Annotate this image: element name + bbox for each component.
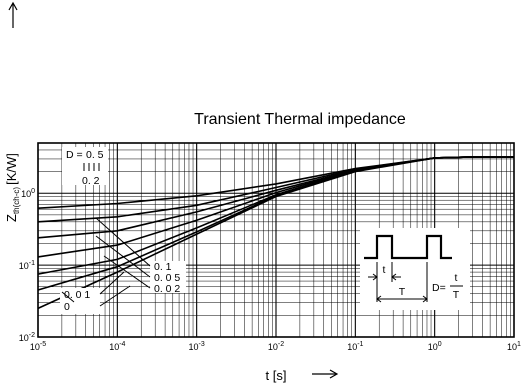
x-tick-label-base: 10 — [268, 342, 278, 352]
lower-left-label-backdrop — [60, 288, 100, 314]
duty-formula-denominator: T — [453, 289, 460, 301]
label-d-0.05: 0. 0 5 — [154, 272, 180, 284]
x-tick-label-exponent: 0 — [438, 341, 442, 348]
y-tick-label: 10-1 — [19, 260, 35, 271]
legend-label-backdrop — [62, 147, 108, 185]
plot-frame — [37, 142, 515, 338]
label-d-0.02: 0. 0 2 — [154, 283, 180, 295]
duty-formula-numerator: t — [455, 272, 458, 284]
series-line-d-0 — [37, 156, 514, 310]
lower-label-backdrop — [150, 261, 186, 293]
y-axis-symbol: Z — [4, 214, 19, 222]
duty-formula-lhs: D= — [432, 282, 446, 294]
label-d-0.1: 0. 1 — [154, 261, 172, 273]
x-axis-arrow — [312, 369, 339, 379]
leader-lines — [61, 217, 151, 307]
d-prefix: D = — [66, 149, 83, 161]
y-tick-label-exponent: -1 — [29, 260, 35, 267]
x-axis-label: t [s] — [266, 368, 287, 383]
label-d-0: 0 — [64, 301, 70, 313]
y-tick-label-base: 10 — [19, 261, 29, 271]
x-tick-label: 101 — [507, 341, 521, 352]
pulse-dimension-lines — [368, 262, 428, 303]
x-tick-label: 10-5 — [30, 341, 46, 352]
series-group — [37, 156, 514, 310]
x-tick-label-exponent: -4 — [119, 341, 125, 348]
label-d-0.01: 0. 0 1 — [64, 289, 90, 301]
x-tick-label-exponent: 1 — [517, 341, 521, 348]
pulse-label-T: T — [399, 286, 406, 298]
y-tick-label: 100 — [21, 188, 35, 199]
y-tick-label-base: 10 — [21, 189, 31, 199]
y-axis-subscript: th(ch-c) — [12, 187, 21, 214]
y-tick-label-base: 10 — [19, 333, 29, 343]
x-tick-label-base: 10 — [109, 342, 119, 352]
x-tick-label-exponent: -1 — [357, 341, 363, 348]
x-tick-label: 10-4 — [109, 341, 125, 352]
y-tick-label-exponent: -2 — [29, 332, 35, 339]
x-tick-label: 10-2 — [268, 341, 284, 352]
chart-title: Transient Thermal impedance — [194, 111, 406, 128]
x-tick-label-base: 10 — [347, 342, 357, 352]
x-tick-label-exponent: -3 — [199, 341, 205, 348]
x-tick-label-exponent: -2 — [278, 341, 284, 348]
y-axis-arrow — [8, 1, 18, 28]
x-tick-label-base: 10 — [507, 342, 517, 352]
x-tick-label: 10-3 — [189, 341, 205, 352]
label-d-0.2: 0. 2 — [82, 175, 100, 187]
x-tick-label-base: 10 — [428, 342, 438, 352]
label-d-0.5: 0. 5 — [86, 149, 104, 161]
svg-text:Zth(ch-c)[K/W]: Zth(ch-c) [K/W] — [4, 153, 21, 222]
label-ticks-marker — [83, 163, 100, 171]
x-tick-label: 100 — [428, 341, 442, 352]
pulse-inset-backdrop — [360, 228, 470, 310]
pulse-waveform — [364, 234, 452, 260]
x-tick-label-base: 10 — [30, 342, 40, 352]
y-tick-label-exponent: 0 — [31, 188, 35, 195]
y-axis-label: Zth(ch-c) [K/W] — [4, 153, 21, 222]
y-axis-unit: [K/W] — [4, 153, 19, 185]
y-tick-label: 10-2 — [19, 332, 35, 343]
pulse-label-t: t — [383, 264, 386, 276]
x-tick-label-base: 10 — [189, 342, 199, 352]
x-tick-label: 10-1 — [347, 341, 363, 352]
x-tick-label-exponent: -5 — [40, 341, 46, 348]
